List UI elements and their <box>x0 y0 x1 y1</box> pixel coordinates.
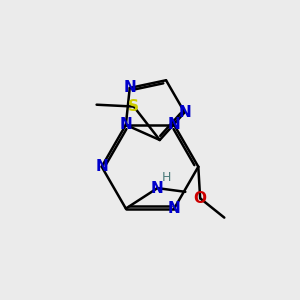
Text: N: N <box>178 105 191 120</box>
Text: N: N <box>119 117 132 132</box>
Text: N: N <box>123 80 136 95</box>
Text: S: S <box>128 99 139 114</box>
Text: N: N <box>95 159 108 174</box>
Text: N: N <box>151 181 164 196</box>
Text: N: N <box>168 117 181 132</box>
Text: H: H <box>162 171 171 184</box>
Text: O: O <box>194 191 207 206</box>
Text: N: N <box>168 201 181 216</box>
